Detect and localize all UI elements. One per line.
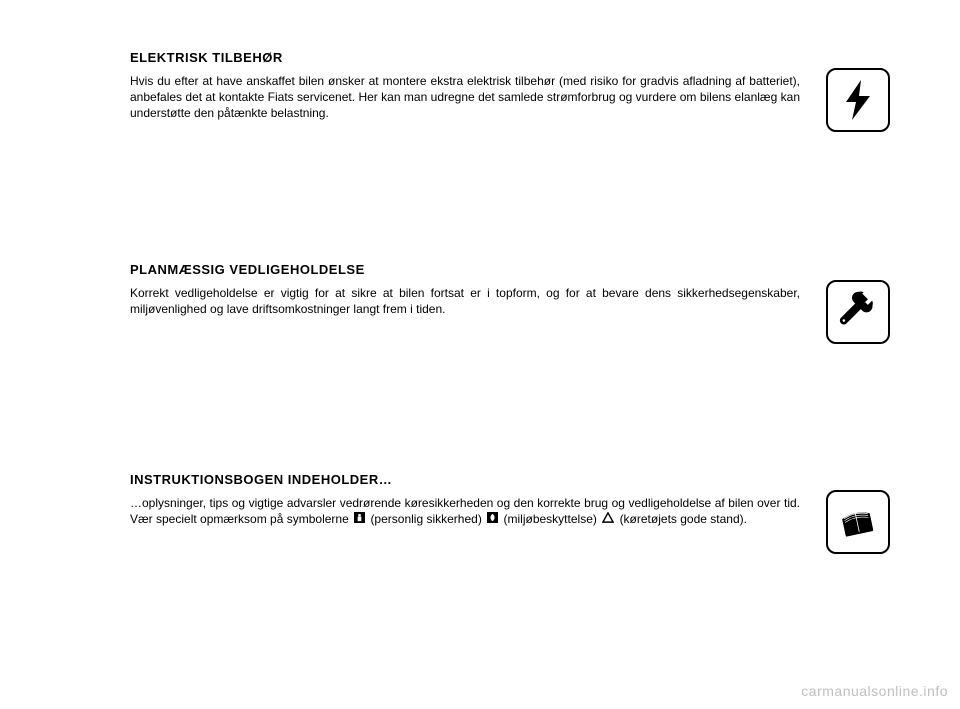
- heading-manual: INSTRUKTIONSBOGEN INDEHOLDER…: [130, 472, 800, 487]
- body-maintenance: Korrekt vedligeholdelse er vigtig for at…: [130, 285, 800, 317]
- heading-maintenance: PLANMÆSSIG VEDLIGEHOLDELSE: [130, 262, 800, 277]
- vehicle-condition-icon: [602, 511, 614, 527]
- heading-electrical: ELEKTRISK TILBEHØR: [130, 50, 800, 65]
- wrench-icon: [826, 280, 890, 344]
- body-manual: …oplysninger, tips og vigtige advarsler …: [130, 495, 800, 528]
- environment-icon: [487, 511, 498, 527]
- book-icon: [826, 490, 890, 554]
- sym3-label: (køretøjets gode stand).: [620, 512, 747, 526]
- person-safety-icon: [354, 511, 365, 527]
- sym1-label: (personlig sikkerhed): [370, 512, 481, 526]
- lightning-icon: [826, 68, 890, 132]
- body-electrical: Hvis du efter at have anskaffet bilen øn…: [130, 73, 800, 122]
- section-electrical: ELEKTRISK TILBEHØR Hvis du efter at have…: [130, 50, 890, 122]
- watermark: carmanualsonline.info: [801, 683, 948, 699]
- section-maintenance: PLANMÆSSIG VEDLIGEHOLDELSE Korrekt vedli…: [130, 262, 890, 332]
- page: ELEKTRISK TILBEHØR Hvis du efter at have…: [0, 0, 960, 709]
- sym2-label: (miljøbeskyttelse): [504, 512, 597, 526]
- section-manual: INSTRUKTIONSBOGEN INDEHOLDER… …oplysning…: [130, 472, 890, 542]
